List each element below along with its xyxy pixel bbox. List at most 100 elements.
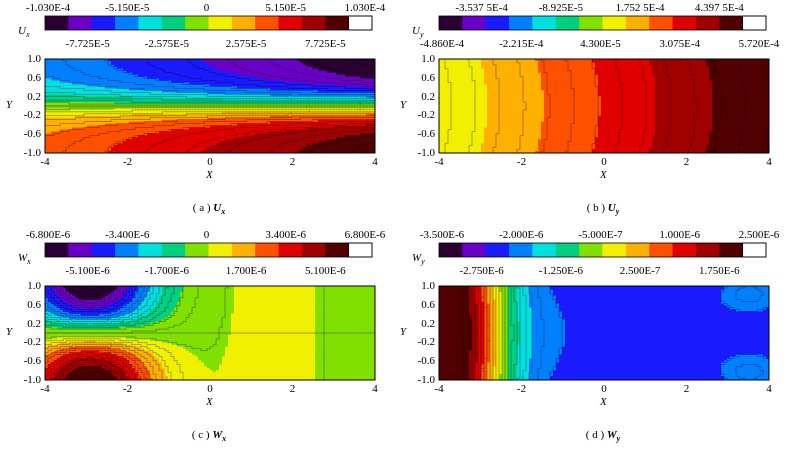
heatmap-cell xyxy=(348,123,352,126)
heatmap-cell xyxy=(126,117,130,121)
heatmap-cell xyxy=(126,74,130,78)
heatmap-cell xyxy=(219,80,223,83)
heatmap-cell xyxy=(78,78,82,81)
heatmap-cell xyxy=(216,88,220,91)
heatmap-cell xyxy=(351,90,355,93)
heatmap-cell xyxy=(306,60,310,64)
heatmap-cell xyxy=(147,64,151,68)
heatmap-cell xyxy=(339,68,343,72)
heatmap-cell xyxy=(111,119,115,123)
heatmap-cell xyxy=(75,106,79,109)
heatmap-cell xyxy=(138,141,142,144)
heatmap-cell xyxy=(366,90,370,93)
heatmap-cell xyxy=(264,137,268,140)
heatmap-cell xyxy=(135,107,139,111)
heatmap-cell xyxy=(201,80,205,83)
heatmap-cell xyxy=(132,143,136,146)
heatmap-cell xyxy=(270,78,274,81)
heatmap-cell xyxy=(198,127,202,130)
heatmap-cell xyxy=(204,94,208,97)
heatmap-cell xyxy=(240,125,244,128)
colorbar-swatch xyxy=(185,16,209,30)
heatmap-cell xyxy=(81,106,85,109)
heatmap-cell xyxy=(192,113,196,117)
heatmap-cell xyxy=(324,70,328,74)
heatmap-cell xyxy=(147,127,151,130)
heatmap-cell xyxy=(69,106,73,109)
heatmap-cell xyxy=(321,102,325,105)
heatmap-cell xyxy=(270,100,274,103)
heatmap-cell xyxy=(114,68,118,72)
heatmap-cell xyxy=(177,74,181,78)
heatmap-cell xyxy=(108,123,112,126)
heatmap-cell xyxy=(294,60,298,64)
heatmap-cell xyxy=(330,88,334,91)
heatmap-cell xyxy=(96,139,100,142)
heatmap-cell xyxy=(345,123,349,126)
heatmap-cell xyxy=(360,137,364,140)
heatmap-cell xyxy=(363,119,367,123)
heatmap-cell xyxy=(240,145,244,148)
heatmap-cell xyxy=(135,111,139,115)
heatmap-cell xyxy=(363,127,367,130)
heatmap-cell xyxy=(171,109,175,113)
heatmap-cell xyxy=(237,78,241,81)
heatmap-cell xyxy=(255,145,259,148)
heatmap-cell xyxy=(261,139,265,142)
heatmap-cell xyxy=(360,129,364,132)
heatmap-cell xyxy=(138,137,142,140)
heatmap-cell xyxy=(66,64,70,68)
heatmap-cell xyxy=(348,127,352,130)
heatmap-cell xyxy=(345,90,349,93)
heatmap-cell xyxy=(345,84,349,87)
heatmap-cell xyxy=(306,78,310,81)
heatmap-cell xyxy=(252,113,256,117)
heatmap-cell xyxy=(201,141,205,144)
heatmap-cell xyxy=(165,121,169,125)
heatmap-cell xyxy=(309,92,313,95)
heatmap-cell xyxy=(354,133,358,136)
heatmap-cell xyxy=(354,127,358,130)
heatmap-cell xyxy=(156,59,160,62)
heatmap-cell xyxy=(165,119,169,123)
heatmap-cell xyxy=(57,141,61,144)
heatmap-cell xyxy=(222,94,226,97)
heatmap-cell xyxy=(99,88,103,91)
heatmap-cell xyxy=(369,107,373,111)
heatmap-cell xyxy=(291,125,295,128)
heatmap-cell xyxy=(108,104,112,107)
heatmap-cell xyxy=(300,141,304,144)
heatmap-cell xyxy=(234,115,238,119)
heatmap-cell xyxy=(306,141,310,144)
heatmap-cell xyxy=(333,68,337,72)
heatmap-cell xyxy=(237,60,241,64)
heatmap-cell xyxy=(183,76,187,79)
heatmap-cell xyxy=(114,104,118,107)
heatmap-cell xyxy=(297,92,301,95)
heatmap-cell xyxy=(156,74,160,78)
heatmap-cell xyxy=(297,78,301,81)
heatmap-cell xyxy=(321,139,325,142)
heatmap-cell xyxy=(81,68,85,72)
heatmap-cell xyxy=(156,119,160,123)
heatmap-cell xyxy=(87,78,91,81)
heatmap-cell xyxy=(357,90,361,93)
heatmap-cell xyxy=(57,74,61,78)
heatmap-cell xyxy=(333,131,337,134)
heatmap-cell xyxy=(105,111,109,115)
heatmap-cell xyxy=(132,117,136,121)
heatmap-cell xyxy=(306,119,310,123)
heatmap-cell xyxy=(99,66,103,70)
heatmap-cell xyxy=(363,139,367,142)
heatmap-cell xyxy=(300,76,304,79)
heatmap-cell xyxy=(168,102,172,105)
heatmap-cell xyxy=(96,141,100,144)
heatmap-cell xyxy=(297,143,301,146)
heatmap-cell xyxy=(78,115,82,119)
heatmap-cell xyxy=(252,68,256,72)
heatmap-cell xyxy=(261,70,265,74)
heatmap-cell xyxy=(225,115,229,119)
heatmap-cell xyxy=(276,127,280,130)
heatmap-cell xyxy=(267,141,271,144)
heatmap-cell xyxy=(171,86,175,89)
